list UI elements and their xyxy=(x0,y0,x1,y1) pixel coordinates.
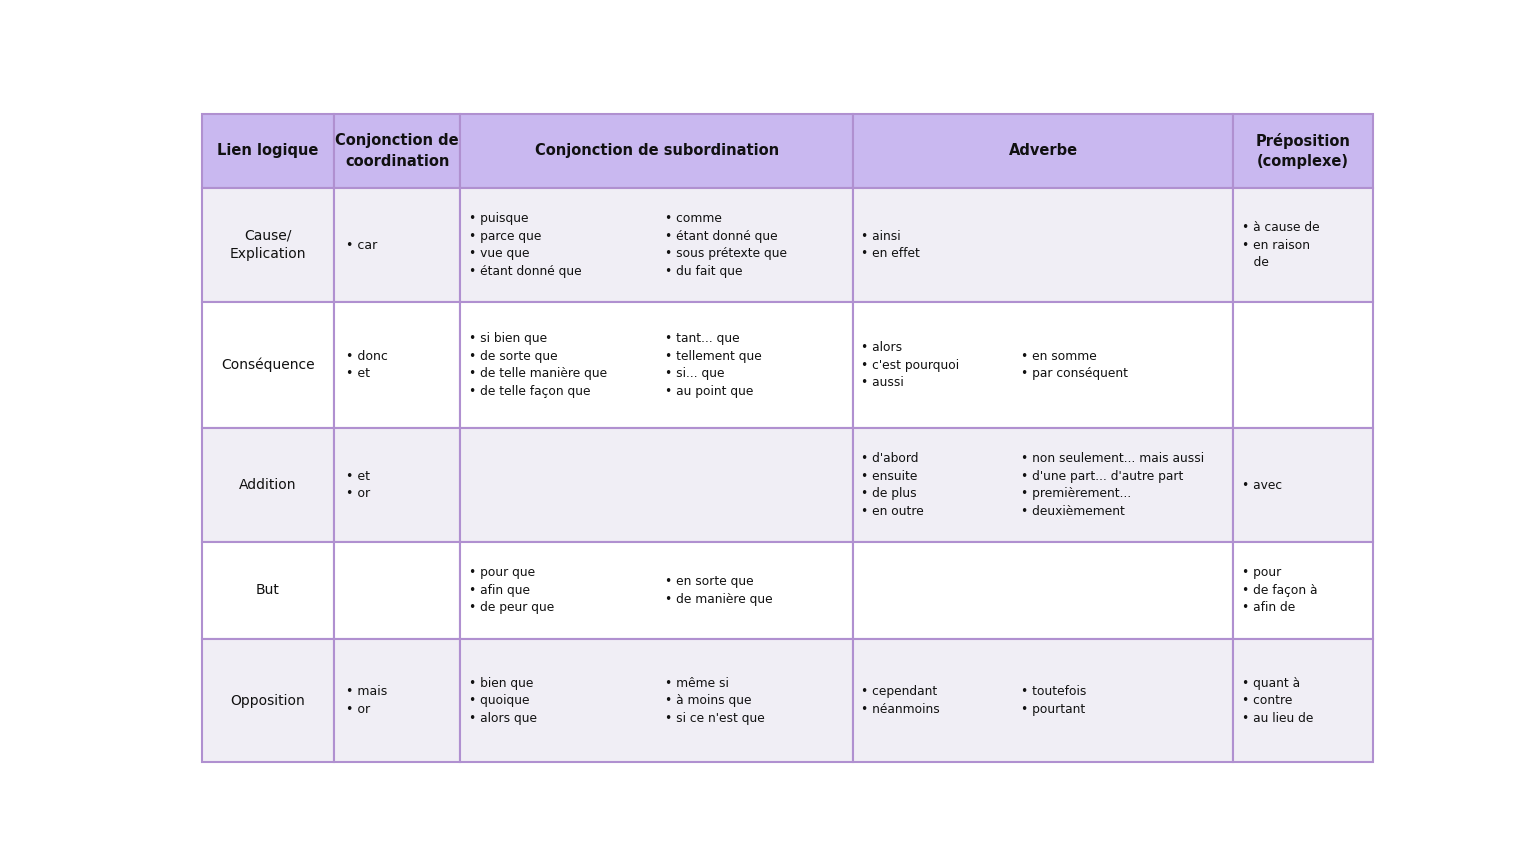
Bar xyxy=(1233,114,1373,188)
Text: • ainsi
• en effet: • ainsi • en effet xyxy=(862,230,920,260)
Bar xyxy=(1233,639,1373,762)
Text: • car: • car xyxy=(347,238,378,251)
Text: • pour que
• afin que
• de peur que: • pour que • afin que • de peur que xyxy=(468,567,554,614)
Bar xyxy=(201,114,333,188)
Text: • mais
• or: • mais • or xyxy=(347,685,387,716)
Bar xyxy=(333,114,461,188)
Text: • non seulement... mais aussi
• d'une part... d'autre part
• premièrement...
• d: • non seulement... mais aussi • d'une pa… xyxy=(1021,452,1204,518)
Text: • même si
• à moins que
• si ce n'est que: • même si • à moins que • si ce n'est qu… xyxy=(665,677,765,725)
Bar xyxy=(852,114,1233,188)
Bar xyxy=(461,639,852,762)
Text: Conséquence: Conséquence xyxy=(221,358,315,372)
Text: • cependant
• néanmoins: • cependant • néanmoins xyxy=(862,685,940,716)
Bar xyxy=(201,302,333,429)
Text: • quant à
• contre
• au lieu de: • quant à • contre • au lieu de xyxy=(1241,677,1313,725)
Bar xyxy=(1233,542,1373,639)
Text: Conjonction de
coordination: Conjonction de coordination xyxy=(335,133,459,168)
Text: • tant... que
• tellement que
• si... que
• au point que: • tant... que • tellement que • si... qu… xyxy=(665,333,762,397)
Text: • à cause de
• en raison
   de: • à cause de • en raison de xyxy=(1241,221,1319,269)
Text: Lien logique: Lien logique xyxy=(217,143,318,158)
Text: Préposition
(complexe): Préposition (complexe) xyxy=(1256,133,1350,169)
Bar xyxy=(852,429,1233,542)
Bar xyxy=(1233,188,1373,302)
Bar xyxy=(1233,302,1373,429)
Bar xyxy=(461,429,852,542)
Bar xyxy=(333,188,461,302)
Text: • toutefois
• pourtant: • toutefois • pourtant xyxy=(1021,685,1086,716)
Bar xyxy=(333,542,461,639)
Text: • donc
• et: • donc • et xyxy=(347,350,389,380)
Text: Adverbe: Adverbe xyxy=(1009,143,1078,158)
Bar xyxy=(333,639,461,762)
Text: Opposition: Opposition xyxy=(230,694,306,708)
Text: • comme
• étant donné que
• sous prétexte que
• du fait que: • comme • étant donné que • sous prétext… xyxy=(665,213,786,277)
Bar xyxy=(333,429,461,542)
Text: • en somme
• par conséquent: • en somme • par conséquent xyxy=(1021,350,1127,380)
Bar xyxy=(201,188,333,302)
Bar xyxy=(852,188,1233,302)
Text: Conjonction de subordination: Conjonction de subordination xyxy=(535,143,779,158)
Text: • et
• or: • et • or xyxy=(347,470,370,500)
Bar xyxy=(461,188,852,302)
Text: • si bien que
• de sorte que
• de telle manière que
• de telle façon que: • si bien que • de sorte que • de telle … xyxy=(468,333,607,397)
Text: • pour
• de façon à
• afin de: • pour • de façon à • afin de xyxy=(1241,567,1318,614)
Text: • puisque
• parce que
• vue que
• étant donné que: • puisque • parce que • vue que • étant … xyxy=(468,213,581,277)
Bar xyxy=(201,542,333,639)
Text: • en sorte que
• de manière que: • en sorte que • de manière que xyxy=(665,575,773,606)
Text: • avec: • avec xyxy=(1241,479,1283,492)
Bar xyxy=(201,639,333,762)
Text: But: But xyxy=(257,583,280,597)
Text: • d'abord
• ensuite
• de plus
• en outre: • d'abord • ensuite • de plus • en outre xyxy=(862,452,923,518)
Bar xyxy=(461,114,852,188)
Text: Cause/
Explication: Cause/ Explication xyxy=(229,229,306,262)
Bar xyxy=(852,302,1233,429)
Bar xyxy=(333,302,461,429)
Bar xyxy=(461,302,852,429)
Bar xyxy=(461,542,852,639)
Bar xyxy=(1233,429,1373,542)
Text: Addition: Addition xyxy=(240,478,296,492)
Bar xyxy=(852,542,1233,639)
Text: • alors
• c'est pourquoi
• aussi: • alors • c'est pourquoi • aussi xyxy=(862,341,960,389)
Bar xyxy=(201,429,333,542)
Text: • bien que
• quoique
• alors que: • bien que • quoique • alors que xyxy=(468,677,536,725)
Bar xyxy=(852,639,1233,762)
